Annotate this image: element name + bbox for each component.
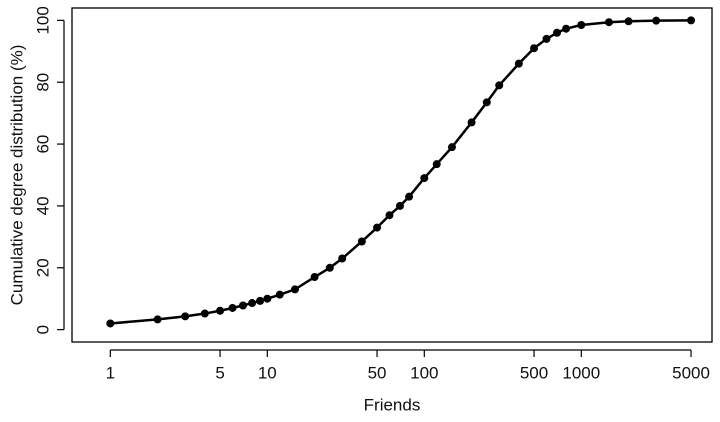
y-tick-label: 0 [33, 325, 52, 334]
y-tick-label: 100 [33, 6, 52, 34]
data-point [405, 192, 414, 201]
data-point [216, 306, 225, 315]
data-point [447, 143, 456, 152]
data-point [256, 296, 265, 305]
data-point [238, 301, 247, 310]
data-point [248, 299, 257, 308]
data-point [542, 34, 551, 43]
data-point [200, 309, 209, 318]
data-point [420, 174, 429, 183]
x-tick-label: 5 [215, 363, 224, 382]
x-tick-label: 1000 [562, 363, 600, 382]
data-point [604, 18, 613, 27]
data-point [514, 59, 523, 68]
data-line [110, 19, 692, 325]
data-point [385, 211, 394, 220]
data-point [263, 294, 272, 303]
data-point [153, 315, 162, 324]
data-point [106, 319, 115, 328]
data-point [373, 223, 382, 232]
data-point [577, 21, 586, 30]
x-tick-label: 500 [520, 363, 548, 382]
x-axis-label: Friends [364, 395, 421, 414]
data-point [181, 312, 190, 321]
x-tick-label: 50 [368, 363, 387, 382]
y-tick-label: 60 [33, 135, 52, 154]
data-point [325, 263, 334, 272]
x-tick-label: 5000 [672, 363, 710, 382]
data-point [552, 28, 561, 37]
data-point [530, 44, 539, 53]
y-tick-label: 20 [33, 258, 52, 277]
data-point [624, 17, 633, 26]
data-point [562, 24, 571, 33]
data-point [338, 254, 347, 263]
data-point [482, 98, 491, 107]
data-point [275, 290, 284, 299]
data-point [310, 273, 319, 282]
x-tick-label: 1 [106, 363, 115, 382]
plot-frame [71, 7, 713, 343]
data-point [432, 160, 441, 169]
y-axis-label: Cumulative degree distribution (%) [7, 45, 26, 306]
data-point [290, 285, 299, 294]
x-tick-label: 10 [258, 363, 277, 382]
y-tick-label: 40 [33, 196, 52, 215]
data-point [687, 16, 696, 25]
y-tick-label: 80 [33, 73, 52, 92]
data-point [357, 237, 366, 246]
data-point [495, 81, 504, 90]
x-tick-label: 100 [410, 363, 438, 382]
data-point [652, 16, 661, 25]
data-point [228, 303, 237, 312]
data-point [395, 201, 404, 210]
data-point [467, 118, 476, 127]
